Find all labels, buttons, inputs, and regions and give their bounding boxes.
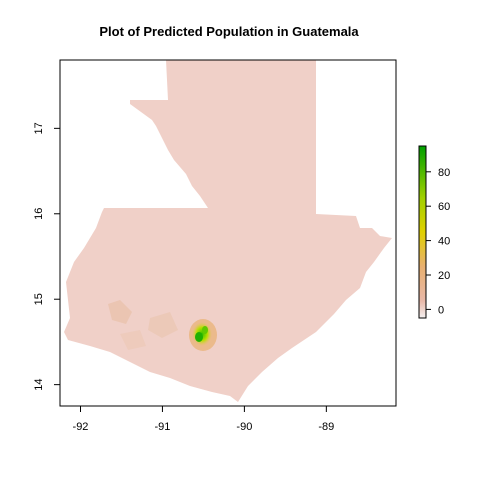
x-tick-label: -91 xyxy=(154,421,170,433)
x-tick-label: -92 xyxy=(73,421,89,433)
x-tick-label: -89 xyxy=(318,421,334,433)
y-tick-label: 15 xyxy=(33,293,45,305)
legend-colorbar xyxy=(418,145,427,319)
highland-patch xyxy=(108,300,132,324)
chart-title: Plot of Predicted Population in Guatemal… xyxy=(99,24,359,39)
legend-tick-label: 40 xyxy=(438,236,450,248)
highland-patch xyxy=(148,312,178,338)
plot-frame xyxy=(59,59,397,407)
y-tick-label: 14 xyxy=(33,379,45,391)
legend-tick-label: 60 xyxy=(438,201,450,213)
color-legend: 0 20 40 60 80 xyxy=(418,145,450,319)
legend-ticks: 0 20 40 60 80 xyxy=(426,167,450,316)
map-axes: -92 -91 -90 -89 14 15 16 17 xyxy=(33,122,334,433)
x-tick-label: -90 xyxy=(236,421,252,433)
y-tick-label: 17 xyxy=(33,122,45,134)
legend-tick-label: 20 xyxy=(438,270,450,282)
y-tick-label: 16 xyxy=(33,208,45,220)
guatemala-region xyxy=(64,60,392,402)
highland-patch xyxy=(120,330,146,350)
legend-tick-label: 0 xyxy=(438,304,444,316)
population-hotspot-core xyxy=(202,326,208,334)
legend-tick-label: 80 xyxy=(438,167,450,179)
population-hotspot-core xyxy=(195,332,203,342)
